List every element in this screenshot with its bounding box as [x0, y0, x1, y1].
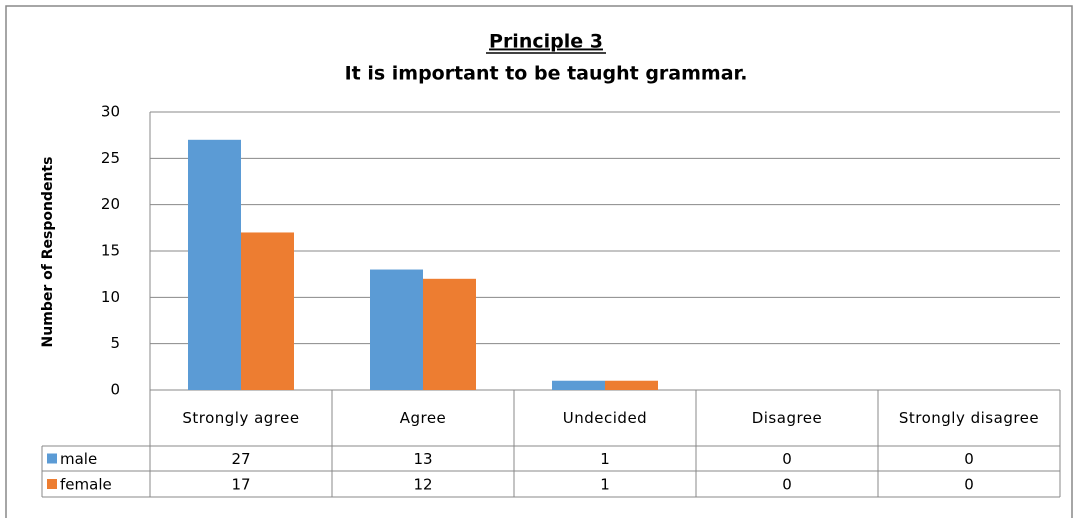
table-value: 0	[782, 476, 792, 494]
category-label: Agree	[399, 409, 447, 427]
table-value: 1	[600, 450, 610, 468]
bar	[423, 278, 476, 390]
category-label: Disagree	[751, 409, 823, 427]
y-tick-label: 30	[101, 103, 120, 121]
table-value: 1	[600, 476, 610, 494]
y-tick-label: 20	[101, 195, 120, 213]
y-tick-label: 5	[110, 334, 120, 352]
category-label: Undecided	[562, 409, 648, 427]
y-tick-label: 10	[101, 288, 120, 306]
category-label: Strongly agree	[182, 409, 300, 427]
legend-label: male	[60, 450, 97, 468]
table-value: 0	[782, 450, 792, 468]
chart-subtitle: It is important to be taught grammar.	[345, 63, 748, 85]
bar	[241, 232, 294, 390]
y-axis-label: Number of Respondents	[40, 157, 56, 348]
bar	[188, 139, 241, 390]
y-tick-label: 15	[101, 242, 120, 260]
table-value: 0	[964, 450, 974, 468]
y-tick-label: 25	[101, 149, 120, 167]
legend-swatch	[47, 479, 57, 489]
table-value: 13	[413, 450, 432, 468]
bar	[552, 380, 605, 390]
chart-title: Principle 3	[489, 31, 603, 53]
category-label: Strongly disagree	[898, 409, 1040, 427]
bar	[370, 269, 423, 390]
table-value: 0	[964, 476, 974, 494]
table-value: 27	[231, 450, 250, 468]
legend-swatch	[47, 453, 57, 464]
y-tick-label: 0	[110, 381, 120, 399]
legend-label: female	[60, 476, 112, 494]
chart-frame	[5, 5, 1073, 518]
table-value: 12	[413, 476, 432, 494]
table-value: 17	[231, 476, 250, 494]
bar	[605, 380, 658, 390]
